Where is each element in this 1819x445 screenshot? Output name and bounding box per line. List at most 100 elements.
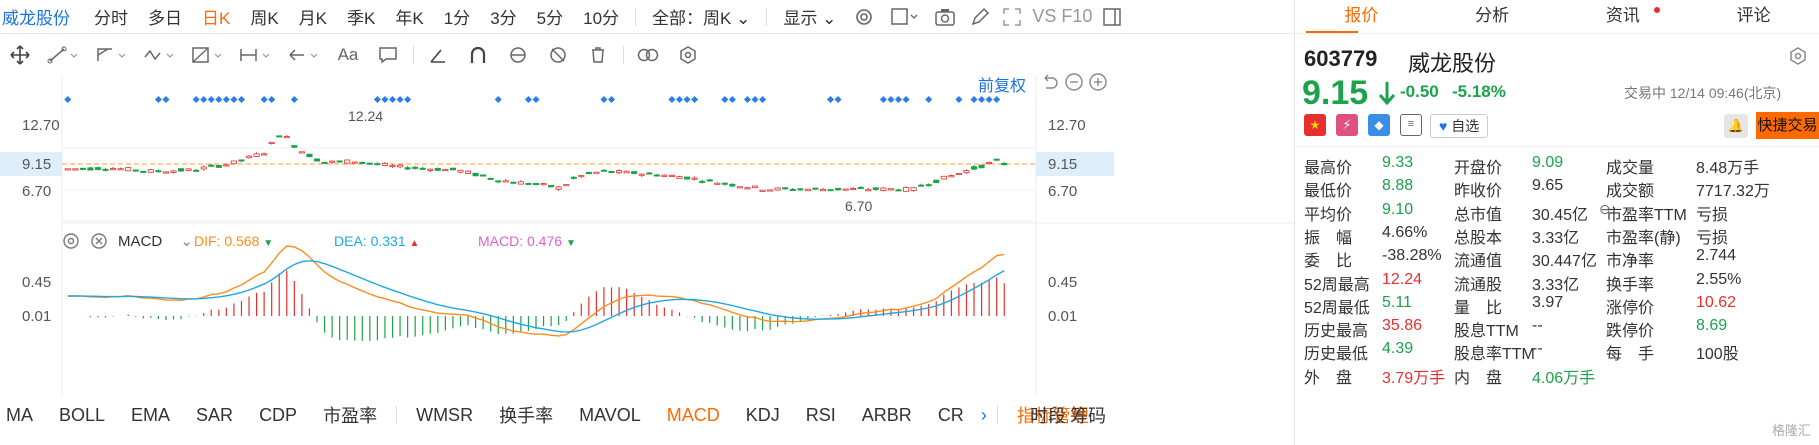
undo-icon[interactable] — [1040, 72, 1060, 97]
period-tab-quarterly-k[interactable]: 季K — [347, 9, 376, 28]
indicator-tab-wmsr[interactable]: WMSR — [416, 404, 474, 425]
signal-marker — [404, 95, 412, 104]
indicator-tab-sar[interactable]: SAR — [196, 404, 234, 425]
range-tool-icon[interactable] — [232, 40, 280, 70]
macd-close-icon[interactable] — [90, 232, 108, 255]
magnet-icon[interactable] — [458, 40, 498, 70]
line-tool-icon[interactable] — [40, 40, 88, 70]
indicator-tab-ma[interactable]: MA — [6, 404, 33, 425]
quote-value: 9.09 — [1532, 154, 1564, 171]
fullscreen-icon[interactable] — [996, 6, 1028, 27]
zoom-out-icon[interactable] — [1064, 72, 1084, 97]
arrow-tool-icon[interactable] — [280, 40, 328, 70]
period-tab-intraday[interactable]: 分时 — [94, 9, 128, 28]
heart-icon: ♥ — [1439, 118, 1448, 134]
period-tab-weekly-k[interactable]: 周K — [250, 9, 279, 28]
comment-icon[interactable] — [368, 40, 408, 70]
settings-icon[interactable] — [846, 6, 882, 27]
indicator-tab-macd[interactable]: MACD — [666, 404, 720, 425]
candle-body — [631, 171, 638, 175]
compare-f10-label[interactable]: VS F10 — [1032, 6, 1093, 26]
chip-distribution-button[interactable]: 筹码 — [1070, 406, 1106, 426]
quick-trade-button[interactable]: 快捷交易 — [1756, 112, 1819, 139]
tab-news[interactable]: 资讯 — [1558, 0, 1689, 33]
candle-body — [600, 169, 608, 172]
macd-axis-right-low: 0.01 — [1048, 308, 1078, 325]
period-tab-monthly-k[interactable]: 月K — [298, 9, 328, 28]
indicator-tab-pe[interactable]: 市盈率 — [323, 406, 378, 426]
candle-body — [464, 170, 472, 174]
fibonacci-tool-icon[interactable] — [184, 40, 232, 70]
wave-tool-icon[interactable] — [136, 40, 184, 70]
note-icon[interactable]: ≡ — [1400, 114, 1422, 136]
signal-marker — [388, 95, 397, 104]
candle-body — [638, 173, 645, 176]
sidebar-toggle-icon[interactable] — [1096, 6, 1128, 27]
price-adjust-toggle[interactable]: 前复权 — [978, 78, 1027, 95]
more-info-icon[interactable]: ⊖ — [1599, 200, 1611, 217]
signal-marker — [993, 95, 1001, 104]
tab-quote[interactable]: 报价 — [1344, 6, 1379, 25]
period-tab-yearly-k[interactable]: 年K — [395, 9, 424, 28]
period-tab-daily-k[interactable]: 日K — [202, 9, 231, 28]
chevron-right-icon[interactable]: › — [980, 404, 987, 425]
signal-marker — [751, 95, 759, 104]
hide-icon[interactable] — [538, 40, 578, 70]
text-tool-icon[interactable]: Aa — [337, 45, 359, 64]
quote-label: 市盈率TTM — [1606, 206, 1687, 224]
indicator-tab-rsi[interactable]: RSI — [805, 404, 836, 425]
quote-label: 换手率 — [1606, 276, 1655, 294]
signal-marker — [668, 95, 676, 104]
signal-marker — [607, 95, 616, 104]
scope-dropdown[interactable]: 全部：周K ⌄ — [642, 4, 760, 29]
kline-chart-area[interactable]: 前复权 12.70 9.15 6.70 12.70 9.15 6.70 12.2… — [0, 73, 1294, 396]
signal-marker — [154, 95, 162, 104]
period-tab-5min[interactable]: 5分 — [536, 9, 564, 28]
indicator-tab-cdp[interactable]: CDP — [259, 404, 298, 425]
candle-body — [721, 182, 728, 185]
quote-label: 振 幅 — [1304, 229, 1353, 247]
candlestick-plot — [0, 76, 1294, 396]
indicator-tab-ema[interactable]: EMA — [131, 404, 171, 425]
indicator-tab-arbr[interactable]: ARBR — [861, 404, 912, 425]
stock-code: 603779 — [1304, 46, 1378, 71]
macd-indicator-dropdown[interactable]: MACD ⌄ — [118, 232, 193, 250]
signal-marker — [381, 95, 389, 104]
square-icon[interactable] — [882, 6, 926, 27]
macd-settings-icon[interactable] — [62, 232, 80, 255]
period-tab-1min[interactable]: 1分 — [443, 9, 471, 28]
draw-settings-icon[interactable] — [668, 40, 708, 70]
candle-body — [517, 181, 524, 185]
active-tab-indicator — [1306, 31, 1358, 33]
indicator-manage-button[interactable]: 指标管理 — [1016, 406, 1089, 426]
tab-analysis[interactable]: 分析 — [1475, 6, 1510, 25]
tag-icon: ◆ — [1368, 114, 1390, 136]
indicator-tab-turnover[interactable]: 换手率 — [499, 406, 554, 426]
candle-body — [804, 188, 811, 192]
indicator-tab-boll[interactable]: BOLL — [59, 404, 106, 425]
gear-icon[interactable] — [1788, 46, 1808, 71]
indicator-tab-kdj[interactable]: KDJ — [745, 404, 780, 425]
period-tab-10min[interactable]: 10分 — [583, 9, 620, 28]
indicator-tab-mavol[interactable]: MAVOL — [579, 404, 641, 425]
stock-name-tab[interactable]: 威龙股份 — [2, 9, 70, 28]
channel-tool-icon[interactable] — [88, 40, 136, 70]
zoom-in-icon[interactable] — [1088, 72, 1108, 97]
period-tab-3min[interactable]: 3分 — [490, 9, 517, 28]
bell-icon[interactable]: 🔔 — [1724, 114, 1748, 138]
visibility-icon[interactable] — [498, 40, 538, 70]
link-circles-icon[interactable] — [628, 40, 668, 70]
candle-body — [993, 158, 1000, 161]
move-icon[interactable] — [0, 40, 40, 70]
trash-icon[interactable] — [578, 40, 618, 70]
quote-tabs: 报价 分析 资讯 评论 — [1296, 0, 1819, 34]
period-tab-multiday[interactable]: 多日 — [148, 9, 182, 28]
watchlist-button[interactable]: ♥ 自选 — [1430, 114, 1489, 138]
indicator-tab-cr[interactable]: CR — [937, 404, 964, 425]
angle-icon[interactable] — [418, 40, 458, 70]
camera-icon[interactable] — [926, 6, 964, 27]
tab-comments[interactable]: 评论 — [1736, 6, 1771, 25]
time-period-button[interactable]: 时段 — [1030, 406, 1066, 426]
display-dropdown[interactable]: 显示 ⌄ — [773, 4, 846, 29]
pen-icon[interactable] — [964, 6, 996, 27]
